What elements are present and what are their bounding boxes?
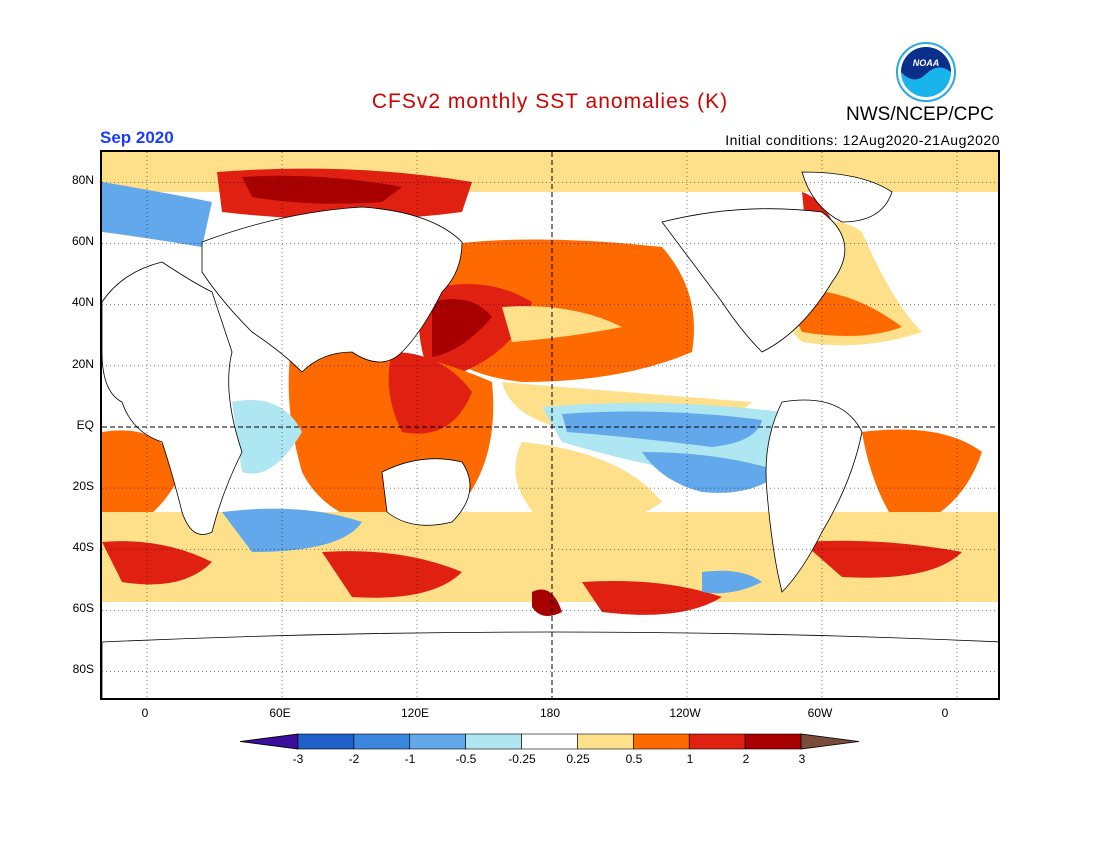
colorbar-segment bbox=[577, 733, 634, 750]
colorbar-segments bbox=[297, 733, 802, 750]
anomaly-southern-cool bbox=[222, 508, 362, 552]
colorbar-label-m025: -0.25 bbox=[508, 752, 536, 766]
colorbar-label-p3: 3 bbox=[798, 752, 806, 766]
anomaly-kuroshio-strong bbox=[432, 299, 492, 357]
colorbar-label-p2: 2 bbox=[742, 752, 750, 766]
agency-label: NWS/NCEP/CPC bbox=[846, 104, 994, 125]
lat-label-40n: 40N bbox=[71, 295, 94, 309]
lon-label-0: 0 bbox=[141, 706, 149, 720]
lat-label-80n: 80N bbox=[71, 173, 94, 187]
anomaly-nino-cool bbox=[562, 411, 762, 447]
lat-label-80s: 80S bbox=[72, 662, 94, 676]
colorbar-segment bbox=[353, 733, 411, 750]
anomaly-wio-weak-cool bbox=[232, 400, 302, 474]
colorbar-segment bbox=[297, 733, 355, 750]
colorbar-label-p025: 0.25 bbox=[566, 752, 590, 766]
forecast-month: Sep 2020 bbox=[100, 128, 174, 147]
colorbar-segment bbox=[409, 733, 466, 750]
chart-title: CFSv2 monthly SST anomalies (K) bbox=[371, 90, 729, 113]
lon-label-180: 180 bbox=[539, 706, 561, 720]
colorbar bbox=[239, 733, 860, 750]
anomaly-southern-warm-3 bbox=[582, 581, 722, 615]
lat-label-40s: 40S bbox=[72, 540, 94, 554]
anomaly-southern-cool-2 bbox=[702, 570, 762, 594]
initial-conditions: Initial conditions: 12Aug2020-21Aug2020 bbox=[725, 132, 1000, 148]
anomaly-southern-warm-4 bbox=[802, 540, 962, 578]
anomaly-seatl-warm bbox=[102, 430, 182, 532]
lat-label-20n: 20N bbox=[71, 357, 94, 371]
lon-label-0-east: 0 bbox=[941, 706, 949, 720]
anomaly-southern-warm-2 bbox=[322, 551, 462, 598]
anomaly-southern-strong bbox=[532, 589, 562, 616]
colorbar-label-m2: -2 bbox=[348, 752, 360, 766]
lat-label-60s: 60S bbox=[72, 601, 94, 615]
colorbar-label-p05: 0.5 bbox=[625, 752, 643, 766]
lat-label-60n: 60N bbox=[71, 234, 94, 248]
colorbar-segment bbox=[688, 733, 746, 750]
colorbar-label-p1: 1 bbox=[686, 752, 694, 766]
noaa-logo: NOAA bbox=[896, 42, 956, 102]
sst-map-svg bbox=[102, 152, 998, 698]
lon-label-120e: 120E bbox=[400, 706, 430, 720]
colorbar-segment bbox=[521, 733, 578, 750]
north-america bbox=[661, 208, 846, 353]
anomaly-maritime-warm bbox=[388, 352, 472, 434]
colorbar-label-m3: -3 bbox=[292, 752, 304, 766]
anomaly-southern-warm-1 bbox=[102, 541, 212, 585]
anomaly-norwegian-cool bbox=[102, 182, 212, 247]
lon-label-60e: 60E bbox=[269, 706, 291, 720]
colorbar-arrow-hot bbox=[800, 733, 860, 750]
africa bbox=[102, 261, 243, 535]
australia bbox=[381, 458, 471, 526]
greenland bbox=[801, 171, 893, 223]
lat-label-20s: 20S bbox=[72, 479, 94, 493]
reference-lines bbox=[102, 152, 998, 698]
anomaly-npac-weak bbox=[502, 306, 622, 342]
sst-map bbox=[100, 150, 1000, 700]
lon-label-120w: 120W bbox=[669, 706, 701, 720]
colorbar-segment bbox=[744, 733, 802, 750]
colorbar-label-m1: -1 bbox=[404, 752, 416, 766]
lon-label-60w: 60W bbox=[807, 706, 833, 720]
anomaly-field bbox=[102, 152, 998, 616]
south-america bbox=[765, 399, 863, 593]
anomaly-sepac-cool bbox=[642, 452, 782, 493]
anomaly-satl-warm bbox=[862, 429, 982, 532]
anomaly-scpac-weak bbox=[515, 442, 662, 525]
land-masses bbox=[102, 171, 998, 698]
eurasia bbox=[201, 206, 463, 373]
lat-label-eq: EQ bbox=[76, 418, 94, 432]
colorbar-segment bbox=[633, 733, 690, 750]
colorbar-arrow-cold bbox=[239, 733, 299, 750]
colorbar-label-m05: -0.5 bbox=[455, 752, 477, 766]
antarctica bbox=[102, 631, 998, 698]
colorbar-segment bbox=[465, 733, 522, 750]
noaa-logo-text: NOAA bbox=[913, 58, 940, 68]
